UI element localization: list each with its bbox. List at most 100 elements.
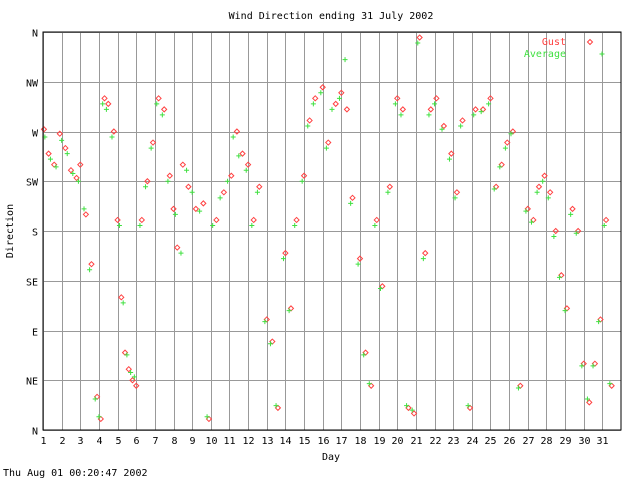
average-point	[534, 189, 540, 195]
gust-point	[386, 183, 394, 190]
average-point	[432, 101, 438, 107]
average-point	[601, 222, 607, 228]
x-tick-label: 3	[77, 436, 83, 447]
gust-point	[160, 106, 168, 113]
average-point	[116, 222, 122, 228]
x-tick-label: 10	[205, 436, 217, 447]
average-point	[81, 206, 87, 212]
gust-point	[282, 249, 289, 257]
average-point	[172, 211, 178, 217]
gust-point	[300, 172, 308, 179]
average-point	[404, 403, 410, 409]
average-point	[120, 300, 126, 306]
gust-point	[233, 128, 241, 135]
timestamp-footer: Thu Aug 01 00:20:47 2002	[3, 468, 148, 479]
x-tick-label: 12	[242, 436, 254, 447]
average-point	[515, 385, 521, 391]
x-tick-label: 7	[152, 436, 158, 447]
x-tick-label: 4	[96, 436, 102, 447]
x-tick-label: 29	[559, 436, 571, 447]
average-point	[540, 178, 546, 184]
average-point	[217, 195, 223, 201]
average-point	[465, 403, 471, 409]
x-tick-label: 11	[223, 436, 235, 447]
average-point	[471, 112, 477, 118]
average-point	[148, 145, 154, 151]
gust-point	[416, 34, 423, 41]
average-point	[230, 134, 236, 140]
average-point	[59, 137, 65, 143]
y-tick-label: SE	[26, 278, 38, 289]
gust-point	[192, 205, 200, 213]
gust-point	[73, 174, 80, 182]
average-point	[204, 414, 210, 420]
gust-point	[325, 139, 332, 146]
x-tick-label: 18	[354, 436, 366, 447]
x-tick-label: 22	[429, 436, 441, 447]
gust-point	[306, 117, 313, 124]
data-points	[40, 34, 615, 423]
average-point	[392, 101, 398, 107]
gust-point	[110, 128, 118, 135]
x-tick-label: 15	[298, 436, 310, 447]
average-point	[210, 222, 216, 228]
gust-point	[174, 244, 181, 251]
x-tick-label: 27	[522, 436, 534, 447]
x-tick-label: 30	[578, 436, 590, 447]
x-tick-label: 14	[279, 436, 291, 447]
average-point	[348, 200, 354, 206]
gust-point	[213, 216, 220, 224]
x-tick-label: 17	[335, 436, 347, 447]
average-point	[184, 167, 190, 173]
average-point	[225, 178, 231, 184]
x-tick-label: 13	[261, 436, 273, 447]
gust-point	[144, 178, 151, 185]
average-point	[446, 156, 452, 162]
gust-point	[77, 161, 84, 168]
average-point	[584, 396, 590, 402]
average-point	[310, 101, 316, 107]
x-tick-label: 31	[596, 436, 608, 447]
x-tick-label: 8	[171, 436, 177, 447]
x-tick-label: 6	[133, 436, 139, 447]
x-tick-label: 16	[317, 436, 329, 447]
average-point	[573, 230, 579, 236]
gust-point	[453, 189, 461, 196]
y-tick-label: NW	[26, 79, 39, 90]
gust-point	[82, 211, 90, 218]
average-point	[426, 112, 432, 118]
gust-point	[67, 166, 75, 174]
grid	[43, 32, 621, 431]
y-tick-label: E	[32, 328, 38, 339]
y-tick-label: W	[32, 129, 39, 140]
average-point	[273, 403, 279, 409]
gust-point	[239, 150, 246, 157]
gust-point	[250, 216, 257, 224]
gust-point	[45, 150, 52, 157]
average-point	[452, 195, 458, 201]
legend: Gust Average	[524, 37, 605, 60]
gust-point	[101, 95, 108, 102]
gust-point	[228, 172, 235, 179]
average-point	[254, 189, 260, 195]
legend-gust-label: Gust	[542, 37, 566, 48]
average-point	[398, 112, 404, 118]
average-point	[292, 222, 298, 228]
gust-point	[155, 95, 162, 102]
average-point	[286, 308, 292, 314]
x-tick-label: 2	[59, 436, 65, 447]
average-point	[556, 274, 562, 280]
average-point	[385, 189, 391, 195]
x-tick-label: 25	[484, 436, 496, 447]
average-point	[47, 156, 53, 162]
y-tick-label: N	[32, 427, 38, 438]
gust-point	[166, 172, 173, 179]
gust-point	[394, 95, 401, 102]
average-point	[197, 208, 203, 214]
average-point	[491, 186, 497, 192]
gust-point	[504, 139, 511, 146]
gust-point	[105, 100, 112, 108]
x-tick-label: 9	[189, 436, 195, 447]
average-point	[236, 153, 242, 159]
gust-point	[399, 106, 407, 113]
